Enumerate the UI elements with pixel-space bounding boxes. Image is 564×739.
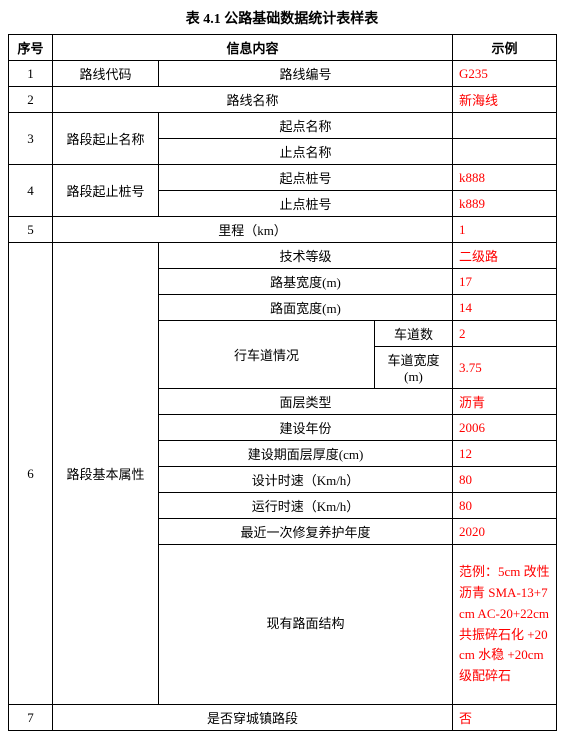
row-1: 1 路线代码 路线编号 G235 [9,61,557,87]
example-pavement: 14 [453,295,557,321]
content-tech-grade: 技术等级 [159,243,453,269]
content-route-number: 路线编号 [159,61,453,87]
content-lane-width: 车道宽度(m) [375,347,453,389]
example-4a: k888 [453,165,557,191]
example-2: 新海线 [453,87,557,113]
row-5: 5 里程（km） 1 [9,217,557,243]
label-section-name: 路段起止名称 [53,113,159,165]
seq-3: 3 [9,113,53,165]
header-info: 信息内容 [53,35,453,61]
content-end-name: 止点名称 [159,139,453,165]
header-example: 示例 [453,35,557,61]
example-thick: 12 [453,441,557,467]
example-design-speed: 80 [453,467,557,493]
label-route-code: 路线代码 [53,61,159,87]
content-lane-count: 车道数 [375,321,453,347]
seq-5: 5 [9,217,53,243]
content-surface-type: 面层类型 [159,389,453,415]
header-seq: 序号 [9,35,53,61]
content-pavement-width: 路面宽度(m) [159,295,453,321]
row-2: 2 路线名称 新海线 [9,87,557,113]
example-lane-width: 3.75 [453,347,557,389]
content-design-speed: 设计时速（Km/h） [159,467,453,493]
content-subgrade-width: 路基宽度(m) [159,269,453,295]
content-run-speed: 运行时速（Km/h） [159,493,453,519]
seq-6: 6 [9,243,53,705]
example-run-speed: 80 [453,493,557,519]
content-route-name: 路线名称 [53,87,453,113]
content-start-stake: 起点桩号 [159,165,453,191]
example-3b [453,139,557,165]
example-5: 1 [453,217,557,243]
content-build-thick: 建设期面层厚度(cm) [159,441,453,467]
data-table: 序号 信息内容 示例 1 路线代码 路线编号 G235 2 路线名称 新海线 3… [8,34,557,731]
example-structure: 范例：5cm 改性沥青 SMA-13+7cm AC-20+22cm 共振碎石化 … [453,545,557,705]
example-year: 2006 [453,415,557,441]
label-section-stake: 路段起止桩号 [53,165,159,217]
row-4a: 4 路段起止桩号 起点桩号 k888 [9,165,557,191]
example-7: 否 [453,705,557,731]
content-structure: 现有路面结构 [159,545,453,705]
table-title: 表 4.1 公路基础数据统计表样表 [8,8,556,28]
seq-2: 2 [9,87,53,113]
row-6-tech: 6 路段基本属性 技术等级 二级路 [9,243,557,269]
example-maint: 2020 [453,519,557,545]
row-7: 7 是否穿城镇路段 否 [9,705,557,731]
content-last-maint: 最近一次修复养护年度 [159,519,453,545]
example-lane-count: 2 [453,321,557,347]
seq-7: 7 [9,705,53,731]
header-row: 序号 信息内容 示例 [9,35,557,61]
example-4b: k889 [453,191,557,217]
example-tech: 二级路 [453,243,557,269]
content-start-name: 起点名称 [159,113,453,139]
content-build-year: 建设年份 [159,415,453,441]
example-surface: 沥青 [453,389,557,415]
example-subgrade: 17 [453,269,557,295]
seq-1: 1 [9,61,53,87]
label-lane-group: 行车道情况 [159,321,375,389]
example-1: G235 [453,61,557,87]
content-mileage: 里程（km） [53,217,453,243]
seq-4: 4 [9,165,53,217]
content-through-town: 是否穿城镇路段 [53,705,453,731]
content-end-stake: 止点桩号 [159,191,453,217]
example-3a [453,113,557,139]
row-3a: 3 路段起止名称 起点名称 [9,113,557,139]
label-section-props: 路段基本属性 [53,243,159,705]
